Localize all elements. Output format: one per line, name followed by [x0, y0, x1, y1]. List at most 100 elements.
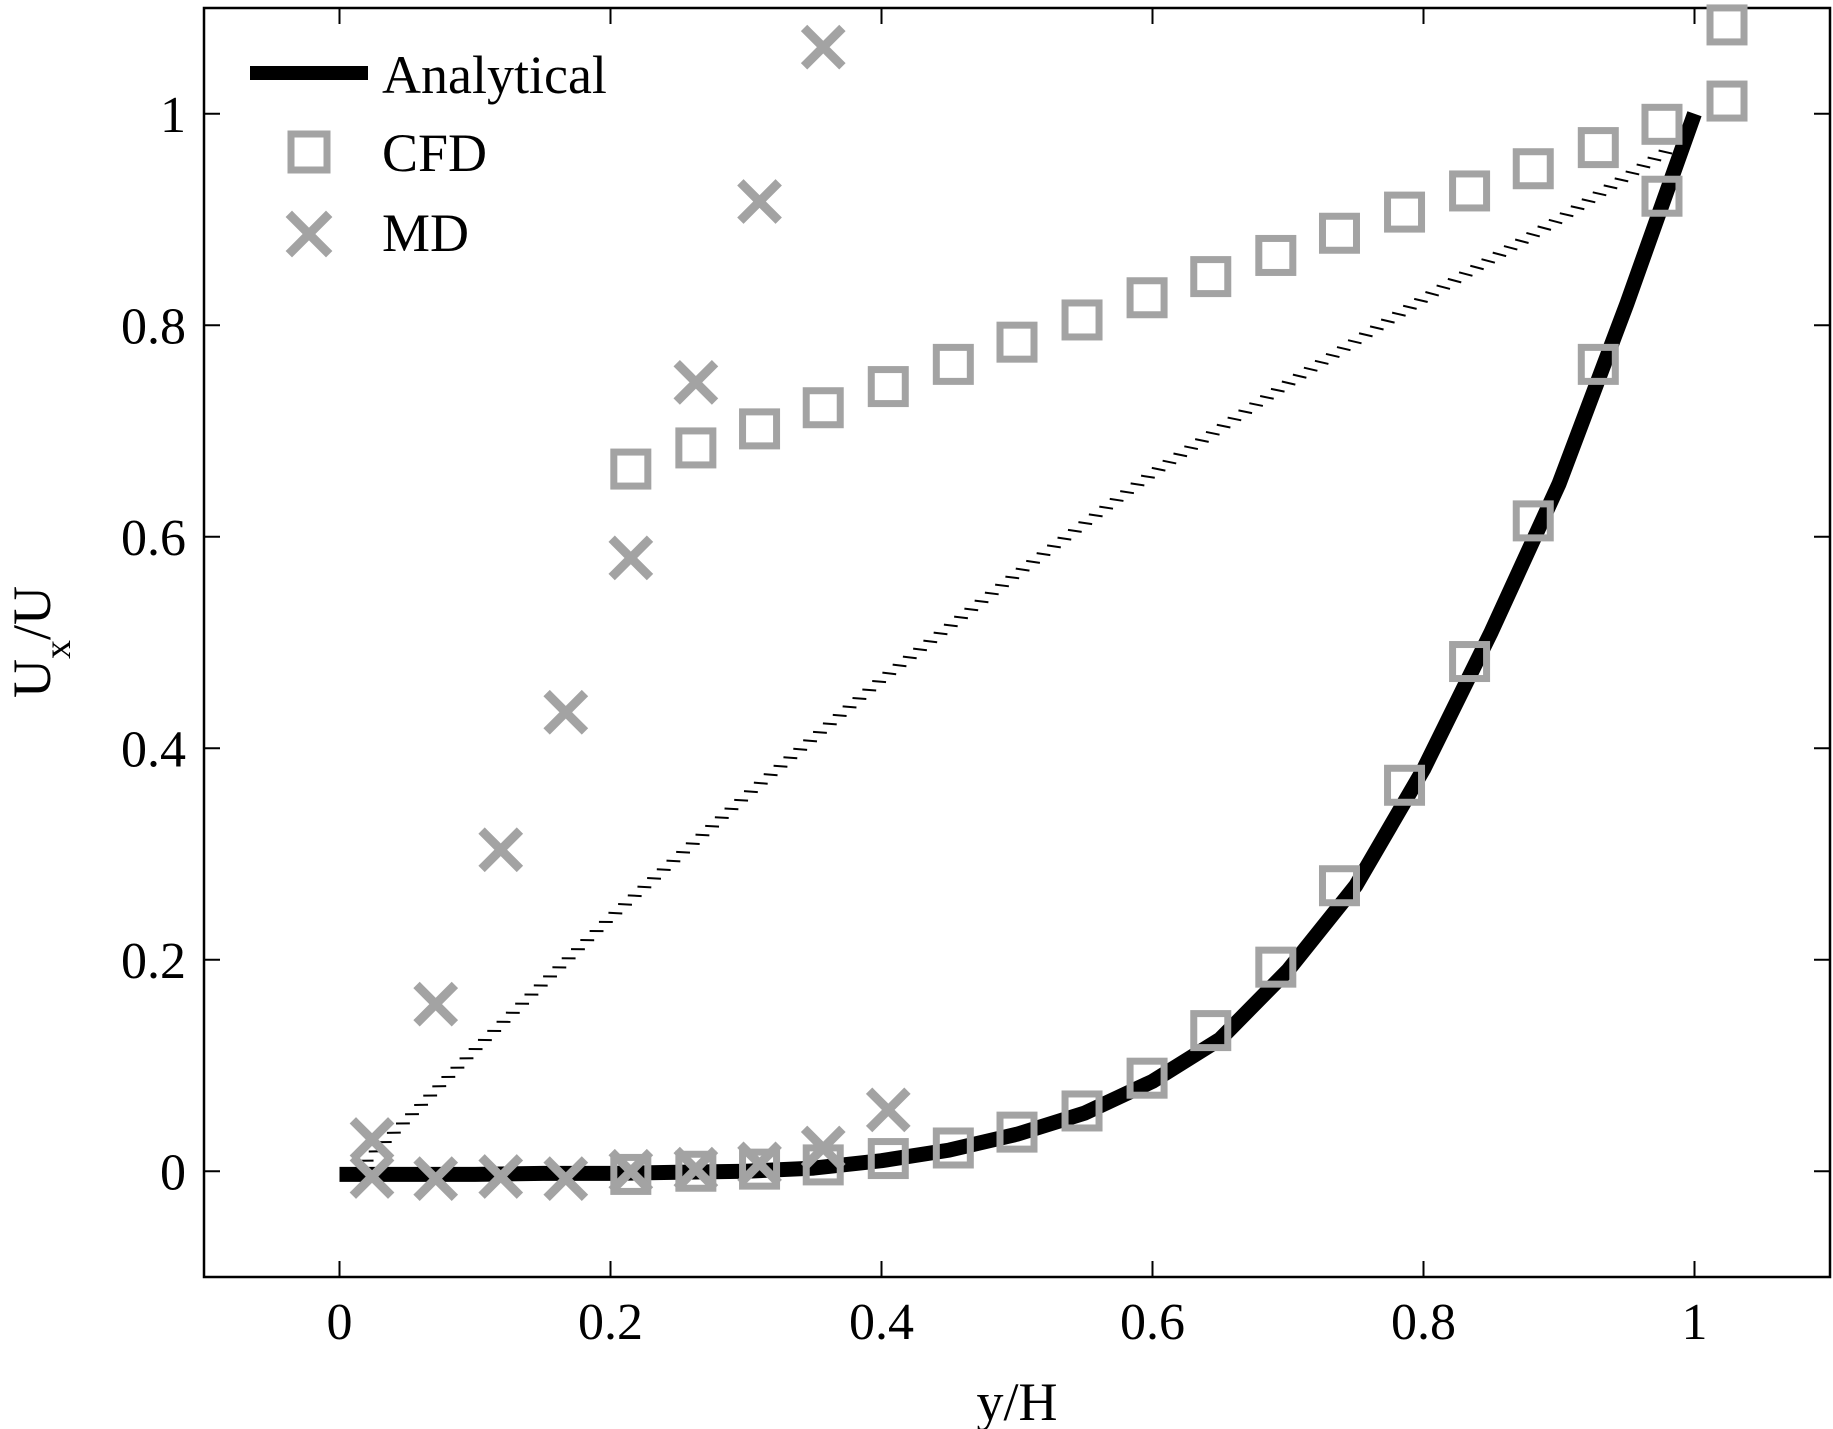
hatch-mark	[902, 655, 917, 660]
hatch-mark	[793, 747, 808, 751]
x-tick-label: 0.4	[849, 1294, 914, 1351]
hatch-mark	[1281, 380, 1296, 386]
hatch-mark	[705, 824, 720, 828]
hatch-mark	[913, 647, 928, 652]
hatch-mark	[872, 680, 887, 684]
x-tick-label: 0.8	[1391, 1294, 1456, 1351]
md-point-stroke	[413, 1156, 459, 1202]
hatch-mark	[1380, 318, 1395, 324]
hatch-mark	[1078, 521, 1093, 526]
hatch-mark	[1292, 373, 1307, 379]
cfd-point	[675, 1150, 717, 1192]
hatch-mark	[1184, 445, 1199, 451]
y-tick-label: 0.8	[121, 298, 186, 355]
hatch-mark	[734, 798, 749, 802]
hatch-mark	[1140, 474, 1155, 479]
md-point-stroke	[478, 827, 524, 873]
cfd-point	[1255, 946, 1297, 988]
cfd-point	[996, 1111, 1038, 1153]
legend-md-swatch	[285, 210, 333, 258]
md-point	[413, 1156, 459, 1202]
md-point	[349, 1154, 395, 1199]
cfd-point	[739, 408, 781, 450]
hatch-mark	[1249, 402, 1264, 407]
cfd-point	[996, 321, 1038, 363]
md-point-stroke	[737, 179, 782, 224]
hatch-mark	[1015, 567, 1030, 572]
md-point	[673, 359, 719, 405]
hatch-mark	[923, 639, 938, 644]
hatch-mark	[974, 599, 989, 604]
md-point-stroke	[543, 1156, 589, 1202]
cfd-point	[1641, 175, 1683, 217]
hatch-mark	[1369, 325, 1384, 331]
cfd-point	[739, 1148, 781, 1190]
hatch-mark	[984, 591, 999, 596]
hatch-mark	[783, 756, 798, 760]
md-point	[543, 689, 589, 735]
hatch-mark	[1067, 528, 1082, 533]
hatch-mark	[753, 781, 768, 785]
series-3	[610, 175, 1683, 1195]
cfd-point	[932, 1127, 974, 1169]
legend-md-label: MD	[382, 203, 469, 263]
y-axis-label-sub: x	[37, 640, 79, 659]
series-2	[610, 4, 1748, 490]
hatch-mark	[1402, 304, 1417, 310]
md-point	[608, 1148, 654, 1194]
hatch-mark	[1570, 205, 1585, 211]
cfd-point	[1577, 343, 1619, 385]
cfd-point	[1384, 764, 1426, 806]
hatch-mark	[995, 583, 1010, 588]
hatch-mark	[1470, 264, 1484, 271]
legend: Analytical CFD MD	[250, 45, 607, 263]
hatch-mark	[1492, 251, 1507, 258]
hatch-mark	[1036, 552, 1051, 557]
cfd-point	[1318, 865, 1360, 907]
md-point-stroke	[413, 981, 459, 1027]
hatch-mark	[812, 730, 827, 734]
hatch-mark	[1347, 339, 1362, 345]
md-point	[413, 981, 459, 1027]
hatch-mark	[1162, 459, 1177, 465]
cfd-point	[867, 366, 909, 408]
cfd-point	[1126, 277, 1168, 319]
cfd-point	[1449, 170, 1491, 212]
hatch-mark	[964, 607, 979, 612]
hatch-mark	[1173, 452, 1188, 458]
cfd-point	[610, 448, 652, 490]
y-axis-label-main: U	[2, 659, 62, 698]
hatch-mark	[933, 631, 948, 636]
md-point	[478, 1154, 524, 1199]
hatch-mark	[637, 885, 652, 889]
md-point	[737, 1141, 782, 1187]
x-tick-label: 0.2	[578, 1294, 643, 1351]
hatch-mark	[1314, 359, 1329, 365]
cfd-point	[1577, 127, 1619, 169]
cfd-point	[1512, 500, 1554, 542]
series-layer	[339, 4, 1748, 1202]
hatch-mark	[656, 868, 671, 872]
hatch-mark	[862, 688, 877, 692]
hatch-mark	[685, 842, 700, 845]
hatch-mark	[1636, 163, 1651, 169]
x-axis-label: y/H	[977, 1372, 1058, 1429]
legend-cfd-label: CFD	[382, 123, 487, 183]
hatch-mark	[1270, 387, 1285, 393]
md-point	[865, 1087, 911, 1133]
cfd-point	[1190, 256, 1232, 298]
md-point-stroke	[349, 1154, 395, 1199]
hatch-mark	[1625, 170, 1640, 176]
svg-text:Ux/U: Ux/U	[2, 586, 79, 698]
y-tick-label: 0.4	[121, 721, 186, 778]
hatch-mark	[773, 764, 788, 768]
hatch-mark	[743, 790, 758, 794]
cfd-point	[1384, 191, 1426, 233]
hatch-mark	[852, 696, 867, 701]
md-point-stroke	[478, 1154, 524, 1199]
md-point-stroke	[800, 24, 846, 70]
hatch-mark	[608, 911, 623, 915]
legend-cfd-swatch	[287, 130, 331, 174]
y-tick-label: 0.2	[121, 933, 186, 990]
